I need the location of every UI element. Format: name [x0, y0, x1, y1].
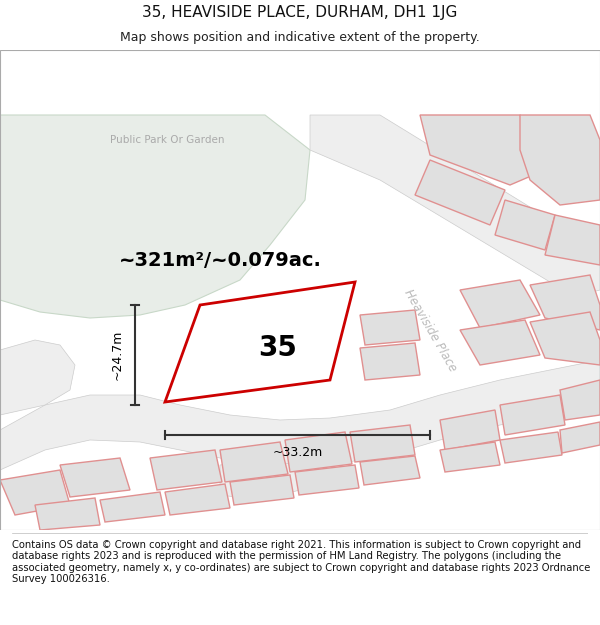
Polygon shape — [500, 432, 562, 463]
Polygon shape — [285, 432, 352, 472]
Text: Map shows position and indicative extent of the property.: Map shows position and indicative extent… — [120, 31, 480, 44]
Polygon shape — [360, 310, 420, 345]
Polygon shape — [500, 395, 565, 435]
Polygon shape — [0, 115, 310, 318]
Polygon shape — [220, 442, 288, 482]
Text: Public Park Or Garden: Public Park Or Garden — [110, 135, 224, 145]
Polygon shape — [150, 450, 222, 490]
Polygon shape — [220, 460, 300, 500]
Polygon shape — [165, 282, 355, 402]
Polygon shape — [530, 275, 600, 330]
Polygon shape — [230, 475, 294, 505]
Polygon shape — [35, 498, 100, 530]
Polygon shape — [350, 425, 415, 462]
Polygon shape — [560, 422, 600, 453]
Text: ~33.2m: ~33.2m — [272, 446, 323, 459]
Polygon shape — [0, 340, 75, 415]
Polygon shape — [295, 465, 359, 495]
Text: 35: 35 — [259, 334, 298, 362]
Text: ~321m²/~0.079ac.: ~321m²/~0.079ac. — [119, 251, 322, 269]
Polygon shape — [0, 470, 70, 515]
Polygon shape — [310, 115, 600, 295]
Text: Heaviside Place: Heaviside Place — [401, 286, 459, 374]
Polygon shape — [495, 200, 555, 250]
Polygon shape — [545, 215, 600, 265]
Polygon shape — [360, 456, 420, 485]
Polygon shape — [560, 380, 600, 420]
Text: ~24.7m: ~24.7m — [110, 330, 124, 380]
Text: 35, HEAVISIDE PLACE, DURHAM, DH1 1JG: 35, HEAVISIDE PLACE, DURHAM, DH1 1JG — [142, 5, 458, 20]
Polygon shape — [520, 115, 600, 205]
Polygon shape — [0, 360, 600, 470]
Polygon shape — [415, 160, 505, 225]
Polygon shape — [100, 492, 165, 522]
Polygon shape — [440, 410, 500, 450]
Polygon shape — [460, 280, 540, 328]
Polygon shape — [165, 484, 230, 515]
Polygon shape — [360, 343, 420, 380]
Polygon shape — [420, 115, 545, 185]
Polygon shape — [60, 458, 130, 497]
Polygon shape — [530, 312, 600, 365]
Polygon shape — [460, 320, 540, 365]
Text: Contains OS data © Crown copyright and database right 2021. This information is : Contains OS data © Crown copyright and d… — [12, 539, 590, 584]
Polygon shape — [440, 442, 500, 472]
